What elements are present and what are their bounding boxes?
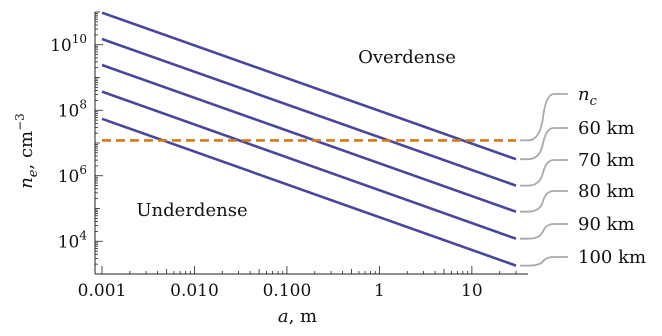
x-tick-label: 1 bbox=[374, 281, 385, 301]
x-tick-label: 10 bbox=[461, 281, 483, 301]
x-axis-title: a, m bbox=[278, 306, 317, 327]
legend-connector bbox=[520, 159, 568, 187]
legend-label: 100 km bbox=[578, 247, 646, 268]
series-line-1 bbox=[101, 11, 517, 161]
legend-connector bbox=[520, 127, 568, 161]
legend-label: 70 km bbox=[578, 150, 635, 171]
legend-connector bbox=[520, 190, 568, 213]
y-tick-label: 108 bbox=[58, 97, 87, 121]
legend-connector bbox=[520, 256, 568, 267]
series-group bbox=[101, 11, 517, 267]
legend-connector bbox=[520, 93, 568, 142]
legend-connector bbox=[520, 223, 568, 240]
axes bbox=[94, 11, 528, 275]
legend-label: 60 km bbox=[578, 118, 635, 139]
series-line-5 bbox=[101, 117, 517, 267]
series-line-3 bbox=[101, 63, 517, 213]
legend-label: 90 km bbox=[578, 214, 635, 235]
y-tick-label: 104 bbox=[58, 228, 88, 252]
y-tick-label: 1010 bbox=[50, 32, 87, 56]
y-tick-label: 106 bbox=[58, 163, 87, 187]
text-group: 0.001 0.010 0.100 1 10 104 106 108 1010 a, m ne, c… bbox=[13, 32, 483, 327]
series-line-4 bbox=[101, 90, 517, 240]
overdense-label: Overdense bbox=[358, 47, 456, 68]
x-tick-label: 0.001 bbox=[78, 281, 127, 301]
y-axis-title: ne, cm−3 bbox=[13, 113, 41, 189]
x-tick-label: 0.100 bbox=[263, 281, 312, 301]
series-line-2 bbox=[101, 37, 517, 187]
legend-label: 80 km bbox=[578, 181, 635, 202]
underdense-label: Underdense bbox=[136, 200, 247, 221]
legend-label: nc bbox=[578, 84, 598, 109]
legend: nc 60 km 70 km 80 km 90 km 100 km bbox=[520, 84, 646, 268]
x-tick-label: 0.010 bbox=[170, 281, 219, 301]
